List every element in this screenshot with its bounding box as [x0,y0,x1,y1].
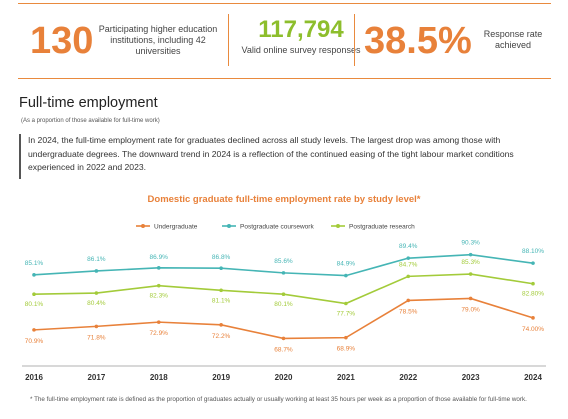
data-label: 80.1% [274,301,293,308]
x-tick-label: 2016 [25,373,43,382]
data-point [94,291,99,295]
data-point [94,324,99,329]
data-label: 85.6% [274,258,293,265]
data-point [531,281,535,286]
x-tick-label: 2019 [212,373,230,382]
x-tick-label: 2023 [462,373,480,382]
data-point [344,301,348,306]
stat-responses-label: Valid online survey responses [241,45,361,55]
data-label: 82.80% [522,291,544,298]
data-label: 84.9% [337,261,356,268]
data-point [32,292,36,297]
data-point [531,261,535,265]
legend-label: Undergraduate [154,223,198,230]
legend-label: Postgraduate coursework [240,223,314,230]
data-point [406,298,411,303]
data-point [468,272,473,276]
data-label: 82.3% [150,293,169,300]
x-tick-label: 2024 [524,373,542,382]
quote-bar [19,134,21,179]
data-point [32,328,36,332]
data-label: 68.7% [274,346,293,353]
data-label: 80.4% [87,300,106,307]
data-point [281,292,286,297]
section-title: Full-time employment [19,95,158,111]
data-label: 88.10% [522,248,544,255]
data-point [281,336,286,341]
data-label: 80.1% [25,301,44,308]
data-label: 90.3% [461,240,480,247]
data-point [344,335,348,340]
data-label: 86.1% [87,256,106,263]
x-tick-label: 2022 [399,373,417,382]
data-label: 86.8% [212,254,231,261]
data-point [219,323,223,327]
data-label: 78.5% [399,308,418,315]
data-label: 71.8% [87,334,106,341]
data-point [32,273,36,277]
data-label: 84.7% [399,261,418,268]
section-subtitle: (As a proportion of those available for … [21,118,160,124]
stat-response-rate-value: 38.5% [364,20,472,62]
stats-panel: 130 Participating higher education insti… [18,8,551,74]
x-tick-label: 2020 [275,373,293,382]
divider-rule [18,78,551,79]
data-label: 85.3% [461,259,480,266]
stat-response-rate-label: Response rate achieved [483,29,543,50]
data-point [531,316,535,320]
legend-label: Postgraduate research [349,223,415,230]
stat-responses-value: 117,794 [258,16,344,43]
top-rule [18,3,551,4]
section-paragraph: In 2024, the full-time employment rate f… [28,135,514,172]
data-label: 86.9% [150,254,169,261]
data-point [219,288,223,293]
data-label: 72.2% [212,333,231,340]
x-tick-label: 2018 [150,373,168,382]
chart-title: Domestic graduate full-time employment r… [147,194,421,205]
data-point [468,252,473,257]
data-point [156,320,161,324]
data-point [156,283,161,288]
footnote: * The full-time employment rate is defin… [30,396,527,403]
data-label: 77.7% [337,311,356,318]
data-point [94,269,99,273]
data-label: 68.9% [337,346,356,353]
data-label: 79.0% [461,306,480,313]
data-point [156,266,161,270]
x-tick-label: 2021 [337,373,355,382]
data-label: 72.9% [150,330,169,337]
data-label: 81.1% [212,297,231,304]
data-point [344,273,348,278]
data-point [406,256,411,260]
data-point [406,274,411,279]
stat-institutions-label: Participating higher education instituti… [98,24,218,56]
data-label: 70.9% [25,338,44,345]
data-label: 85.1% [25,260,44,267]
legend-marker [141,224,145,228]
data-point [468,296,473,301]
x-tick-label: 2017 [87,373,105,382]
legend-marker [227,224,231,228]
data-label: 89.4% [399,243,418,250]
data-point [219,266,223,271]
legend-marker [336,224,340,228]
stat-divider [228,14,229,66]
data-point [281,271,286,275]
stat-institutions-value: 130 [30,20,94,62]
data-label: 74.00% [522,326,544,333]
stat-divider [354,14,355,66]
